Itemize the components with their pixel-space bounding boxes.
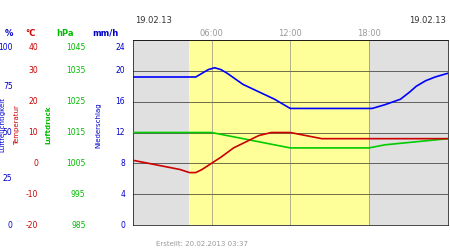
Text: 100: 100 bbox=[0, 44, 13, 52]
Text: mm/h: mm/h bbox=[92, 28, 118, 38]
Text: 12:00: 12:00 bbox=[279, 28, 302, 38]
Text: 1025: 1025 bbox=[66, 97, 86, 106]
Bar bbox=[189, 40, 369, 225]
Text: Luftfeuchtigkeit: Luftfeuchtigkeit bbox=[0, 98, 5, 152]
Text: Luftdruck: Luftdruck bbox=[45, 106, 52, 144]
Text: 19.02.13: 19.02.13 bbox=[409, 16, 446, 25]
Text: Erstellt: 20.02.2013 03:37: Erstellt: 20.02.2013 03:37 bbox=[156, 242, 248, 248]
Text: 0: 0 bbox=[120, 220, 125, 230]
Text: 25: 25 bbox=[3, 174, 13, 183]
Text: 1015: 1015 bbox=[66, 128, 86, 137]
Text: 16: 16 bbox=[116, 97, 125, 106]
Text: 40: 40 bbox=[28, 44, 38, 52]
Text: 1005: 1005 bbox=[66, 159, 86, 168]
Text: 8: 8 bbox=[120, 159, 125, 168]
Text: 20: 20 bbox=[29, 97, 38, 106]
Text: %: % bbox=[4, 28, 13, 38]
Text: 50: 50 bbox=[3, 128, 13, 137]
Text: 1045: 1045 bbox=[66, 44, 86, 52]
Text: 4: 4 bbox=[120, 190, 125, 199]
Text: -20: -20 bbox=[26, 220, 38, 230]
Text: 0: 0 bbox=[8, 220, 13, 230]
Text: 20: 20 bbox=[116, 66, 125, 75]
Text: Niederschlag: Niederschlag bbox=[95, 102, 101, 148]
Text: 12: 12 bbox=[116, 128, 125, 137]
Text: 1035: 1035 bbox=[66, 66, 86, 75]
Text: 18:00: 18:00 bbox=[357, 28, 381, 38]
Text: 06:00: 06:00 bbox=[199, 28, 224, 38]
Text: 24: 24 bbox=[116, 44, 125, 52]
Text: 985: 985 bbox=[71, 220, 86, 230]
Text: Temperatur: Temperatur bbox=[14, 105, 20, 145]
Text: °C: °C bbox=[26, 28, 36, 38]
Text: 0: 0 bbox=[33, 159, 38, 168]
Text: hPa: hPa bbox=[56, 28, 74, 38]
Text: 75: 75 bbox=[3, 82, 13, 91]
Text: 10: 10 bbox=[29, 128, 38, 137]
Text: 19.02.13: 19.02.13 bbox=[135, 16, 172, 25]
Text: 995: 995 bbox=[71, 190, 86, 199]
Text: -10: -10 bbox=[26, 190, 38, 199]
Text: 30: 30 bbox=[28, 66, 38, 75]
